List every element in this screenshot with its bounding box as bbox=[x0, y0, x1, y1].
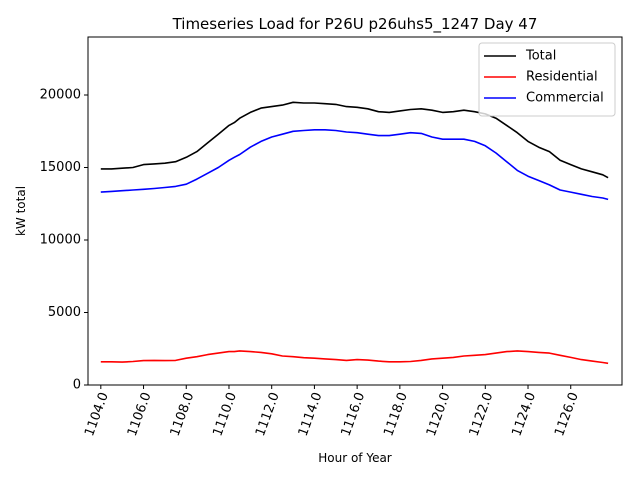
x-tick-label: 1108.0 bbox=[168, 390, 198, 438]
x-tick-label: 1110.0 bbox=[210, 390, 240, 438]
y-tick-label: 10000 bbox=[40, 233, 81, 248]
x-ticks: 1104.0 1106.0 1108.0 1110.0 1112.0 1114.0 1116… bbox=[82, 385, 582, 438]
chart-title: Timeseries Load for P26U p26uhs5_1247 Da… bbox=[172, 15, 538, 34]
x-tick-label: 1104.0 bbox=[82, 390, 112, 438]
y-axis-label: kW total bbox=[14, 186, 28, 236]
x-axis-label: Hour of Year bbox=[318, 451, 392, 465]
y-tick-label: 15000 bbox=[40, 160, 81, 175]
plot-area-frame bbox=[87, 36, 623, 386]
x-tick-label: 1124.0 bbox=[509, 390, 539, 438]
x-tick-label: 1106.0 bbox=[125, 390, 155, 438]
x-tick-label: 1112.0 bbox=[253, 390, 283, 438]
x-tick-label: 1118.0 bbox=[381, 390, 411, 438]
x-tick-label: 1120.0 bbox=[424, 390, 454, 438]
x-tick-label: 1116.0 bbox=[339, 390, 369, 438]
legend: Total Residential Commercial bbox=[478, 42, 616, 117]
series-line-commercial bbox=[100, 129, 609, 201]
legend-label-commercial: Commercial bbox=[526, 91, 604, 106]
y-ticks: 0 5000 10000 15000 20000 bbox=[40, 88, 88, 393]
x-tick-label: 1122.0 bbox=[467, 390, 497, 438]
series-line-total bbox=[100, 101, 609, 179]
y-tick-label: 20000 bbox=[40, 88, 81, 103]
series-lines bbox=[100, 101, 609, 365]
x-tick-label: 1126.0 bbox=[552, 390, 582, 438]
legend-label-total: Total bbox=[525, 49, 556, 64]
y-tick-label: 5000 bbox=[48, 305, 81, 320]
x-tick-label: 1114.0 bbox=[296, 390, 326, 438]
legend-label-residential: Residential bbox=[526, 70, 598, 85]
y-tick-label: 0 bbox=[73, 378, 81, 393]
series-line-residential bbox=[100, 350, 609, 365]
